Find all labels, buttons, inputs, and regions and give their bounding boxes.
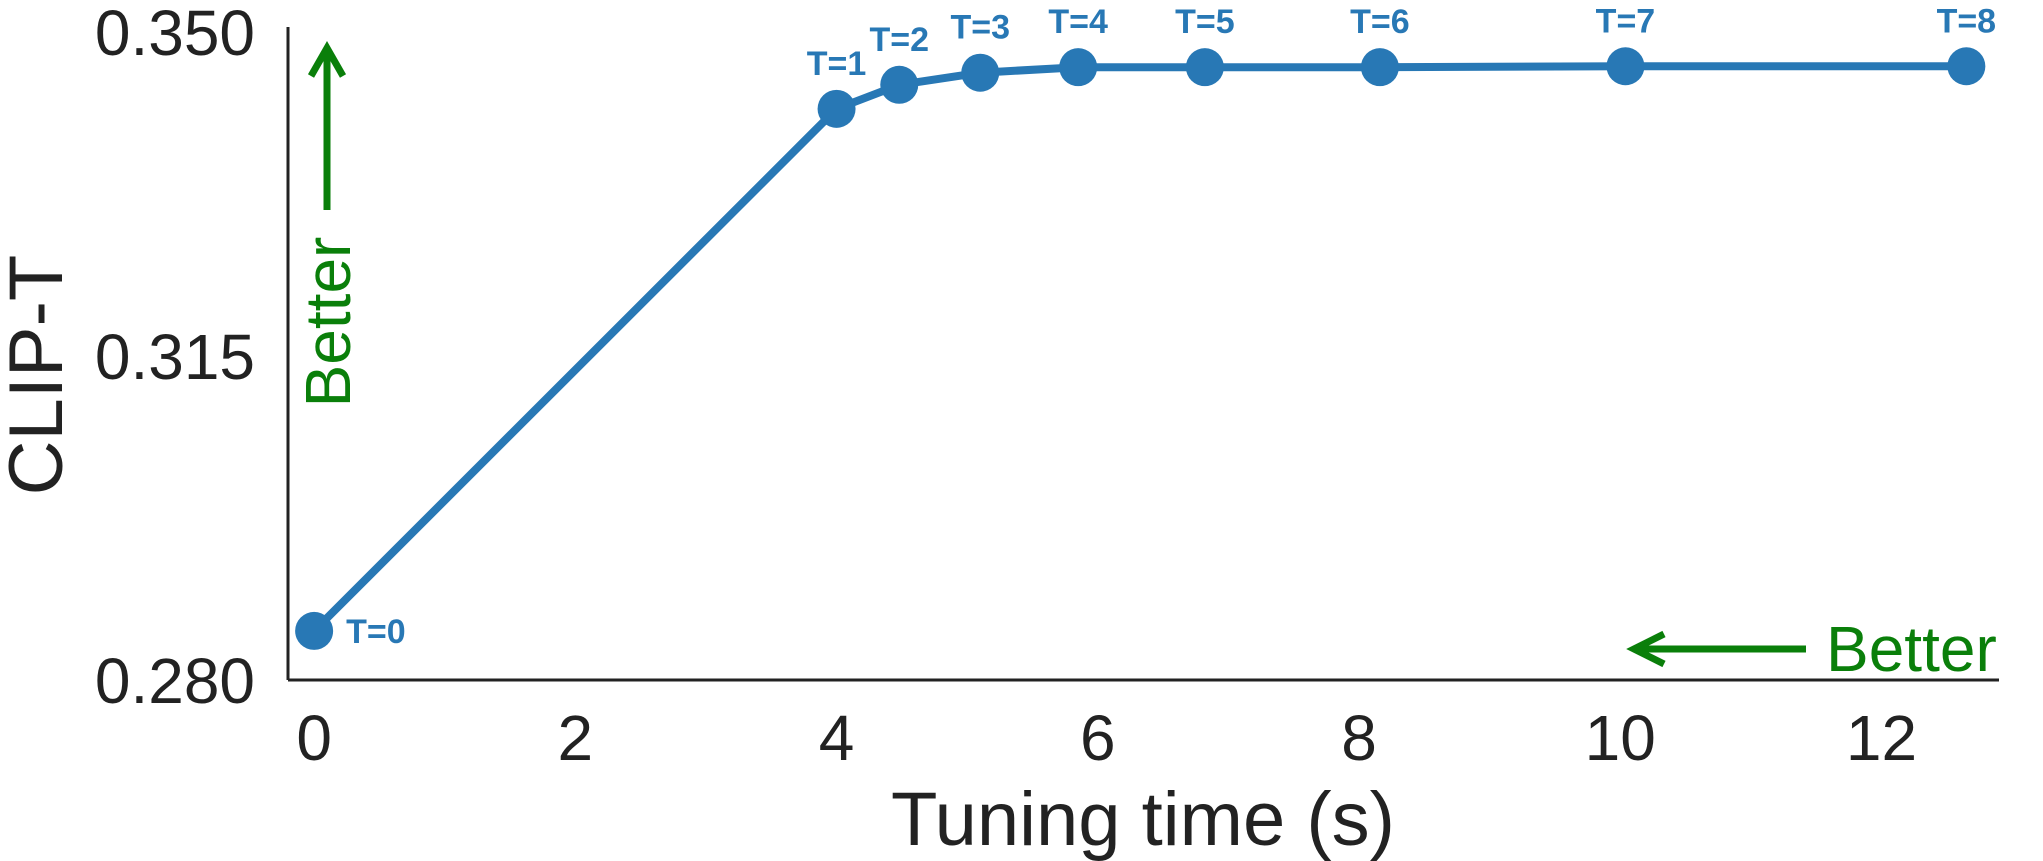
x-tick-label: 2 [558, 702, 594, 774]
series-line [310, 62, 1971, 635]
better-left-label: Better [1826, 613, 1997, 685]
x-tick-label: 0 [296, 702, 332, 774]
y-axis-title: CLIP-T [0, 255, 79, 496]
x-tick-label: 6 [1080, 702, 1116, 774]
point-label: T=3 [950, 9, 1010, 47]
left-arrow-head [1626, 630, 1666, 668]
point-label: T=1 [807, 45, 867, 83]
y-tick-labels: 0.280 0.315 0.350 [95, 0, 255, 717]
y-tick-label: 0.315 [95, 321, 255, 393]
data-point [295, 611, 334, 650]
y-tick-label: 0.350 [95, 0, 255, 69]
point-label: T=4 [1048, 3, 1108, 41]
point-label: T=8 [1937, 2, 1997, 40]
point-label: T=7 [1596, 2, 1656, 40]
x-tick-label: 4 [819, 702, 855, 774]
up-arrow-head [307, 40, 347, 78]
data-point [1360, 48, 1399, 87]
point-label: T=2 [869, 21, 929, 59]
x-tick-labels: 0 2 4 6 8 10 12 [296, 702, 1917, 774]
better-left-annotation: Better [1626, 613, 1997, 685]
data-point [1606, 47, 1645, 86]
x-tick-label: 10 [1585, 702, 1656, 774]
better-up-annotation: Better [292, 40, 364, 408]
better-up-label: Better [292, 237, 364, 408]
data-point [1947, 47, 1986, 86]
point-label: T=5 [1175, 3, 1235, 41]
x-tick-label: 12 [1846, 702, 1917, 774]
series-layer: T=0 T=1T=2 T=3 T=4 T=5 T=6 T=7 T=8 [295, 2, 1996, 651]
data-point [817, 89, 856, 128]
data-point [1059, 48, 1098, 87]
point-label: T=6 [1350, 3, 1410, 41]
x-axis-title: Tuning time (s) [891, 777, 1395, 861]
data-point [961, 53, 1000, 92]
data-point [880, 65, 919, 104]
point-label: T=0 [346, 613, 406, 651]
x-tick-label: 8 [1341, 702, 1377, 774]
data-point [1185, 48, 1224, 87]
y-tick-label: 0.280 [95, 645, 255, 717]
